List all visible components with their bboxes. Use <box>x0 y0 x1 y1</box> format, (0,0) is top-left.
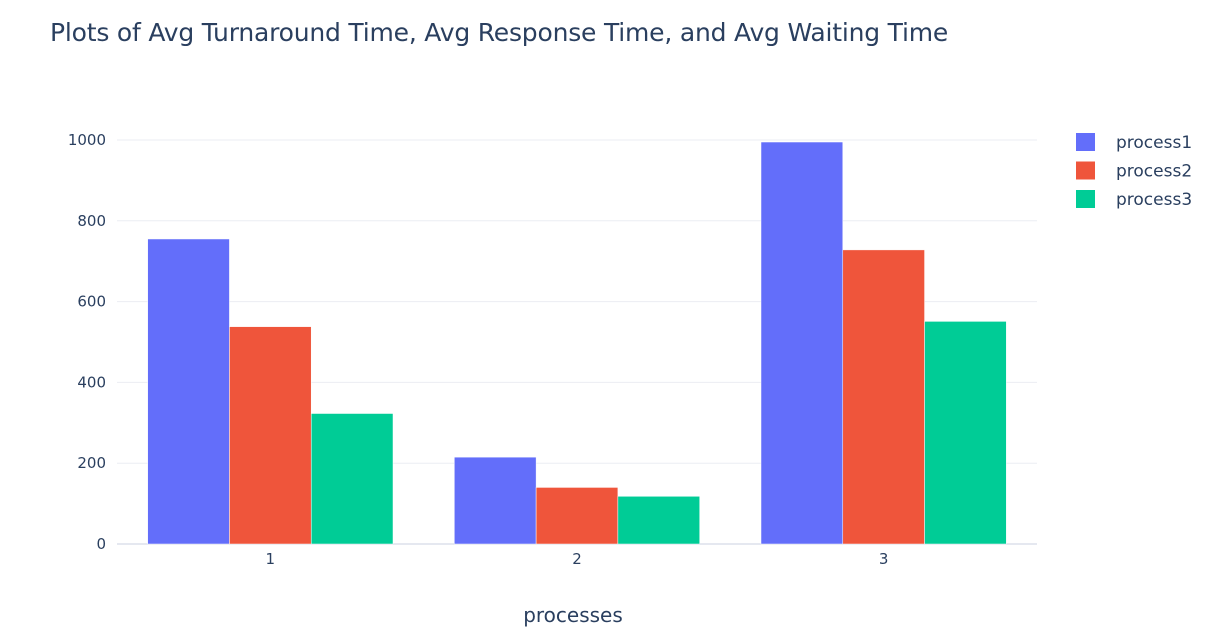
bar-process3-3[interactable] <box>924 321 1007 545</box>
x-axis-title: processes <box>523 603 623 627</box>
bar-process3-2[interactable] <box>617 496 700 545</box>
bars <box>147 141 1007 545</box>
legend-swatch-process2[interactable] <box>1076 161 1095 180</box>
x-tick-label: 2 <box>572 550 582 568</box>
x-tick-label: 3 <box>879 550 889 568</box>
legend-swatch-process3[interactable] <box>1076 190 1095 208</box>
chart-title: Plots of Avg Turnaround Time, Avg Respon… <box>50 18 949 47</box>
legend-label-process1[interactable]: process1 <box>1116 133 1192 153</box>
y-tick-label: 400 <box>77 373 106 391</box>
bar-process2-2[interactable] <box>535 487 619 545</box>
x-tick-label: 1 <box>266 550 276 568</box>
y-tick-label: 800 <box>77 212 106 230</box>
bar-process2-3[interactable] <box>842 249 925 545</box>
y-tick-label: 200 <box>77 454 106 472</box>
legend-label-process2[interactable]: process2 <box>1116 162 1192 182</box>
y-tick-label: 0 <box>96 535 106 553</box>
bar-process2-1[interactable] <box>229 326 312 545</box>
legend[interactable]: process1 process2 process3 <box>1076 133 1192 210</box>
legend-swatch-process1[interactable] <box>1076 133 1095 151</box>
bar-process3-1[interactable] <box>310 413 394 545</box>
bar-process1-2[interactable] <box>454 456 537 545</box>
y-tick-label: 1000 <box>68 131 106 149</box>
legend-label-process3[interactable]: process3 <box>1116 190 1192 210</box>
bar-process1-3[interactable] <box>760 141 844 545</box>
bar-process1-1[interactable] <box>147 238 230 545</box>
y-tick-label: 600 <box>77 293 106 311</box>
axes: 0 200 400 600 800 1000 1 2 3 <box>68 131 889 568</box>
